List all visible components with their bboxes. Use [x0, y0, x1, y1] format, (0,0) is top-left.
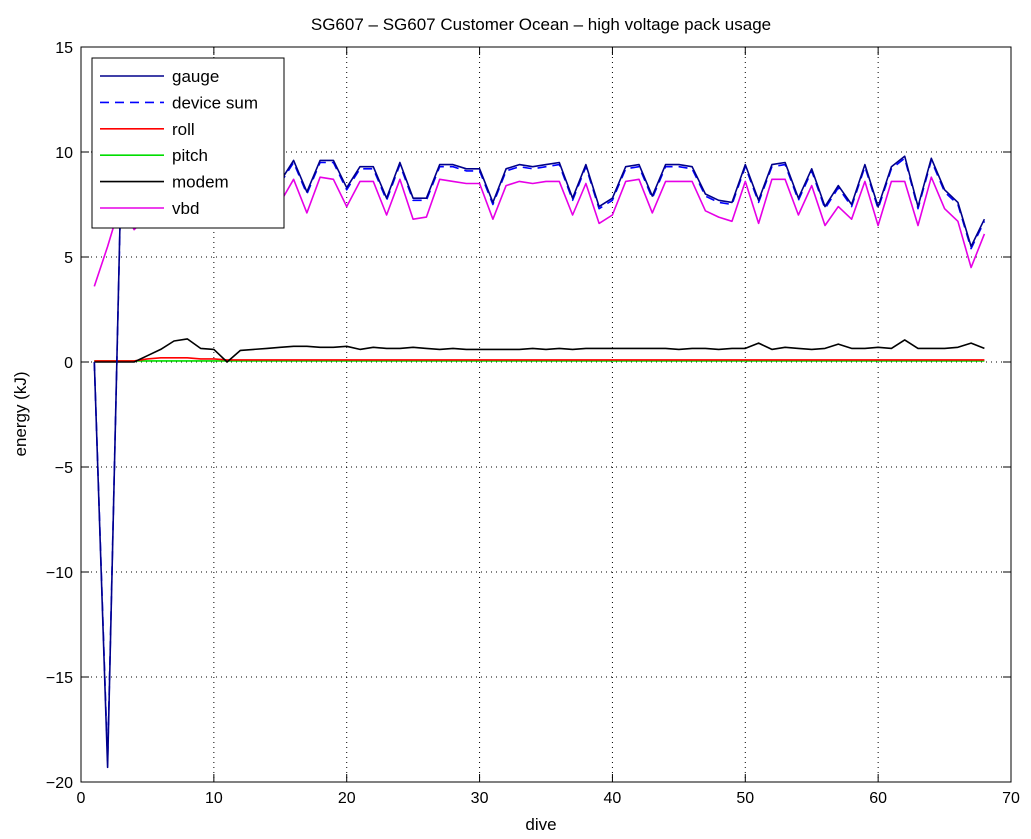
legend-label-vbd: vbd	[172, 199, 199, 218]
y-tick-label: 5	[64, 250, 73, 267]
x-tick-label: 30	[471, 790, 489, 807]
y-tick-label: −10	[46, 565, 73, 582]
series-line-device-sum	[93, 157, 986, 762]
series-line-gauge	[93, 155, 986, 769]
x-tick-label: 60	[869, 790, 887, 807]
x-tick-label: 40	[604, 790, 622, 807]
legend-label-roll: roll	[172, 120, 195, 139]
legend-label-device-sum: device sum	[172, 93, 258, 112]
y-tick-label: −20	[46, 775, 73, 792]
x-axis-title: dive	[525, 815, 556, 834]
legend: gauge device sum roll pitch modem vbd	[91, 57, 285, 229]
y-tick-label: −15	[46, 670, 73, 687]
x-tick-label: 70	[1002, 790, 1020, 807]
legend-box	[91, 57, 285, 229]
x-tick-label: 10	[205, 790, 223, 807]
legend-label-gauge: gauge	[172, 67, 219, 86]
y-tick-label: 0	[64, 355, 73, 372]
tick-labels: 0 10 20 30 40 50 60 70 −20 −15 −10 −5 0 5 10 15	[46, 40, 1020, 807]
series-group	[93, 155, 986, 769]
chart-title: SG607 – SG607 Customer Ocean – high volt…	[311, 15, 771, 34]
plot-frame	[80, 46, 1012, 783]
x-tick-label: 0	[77, 790, 86, 807]
x-tick-label: 50	[736, 790, 754, 807]
y-tick-label: 15	[55, 40, 73, 57]
series-line-roll	[94, 356, 985, 362]
y-axis-title: energy (kJ)	[11, 371, 30, 456]
y-tick-label: −5	[55, 460, 73, 477]
x-tick-label: 20	[338, 790, 356, 807]
legend-label-pitch: pitch	[172, 146, 208, 165]
y-tick-label: 10	[55, 145, 73, 162]
series-line-modem	[94, 338, 985, 363]
legend-label-modem: modem	[172, 173, 229, 192]
